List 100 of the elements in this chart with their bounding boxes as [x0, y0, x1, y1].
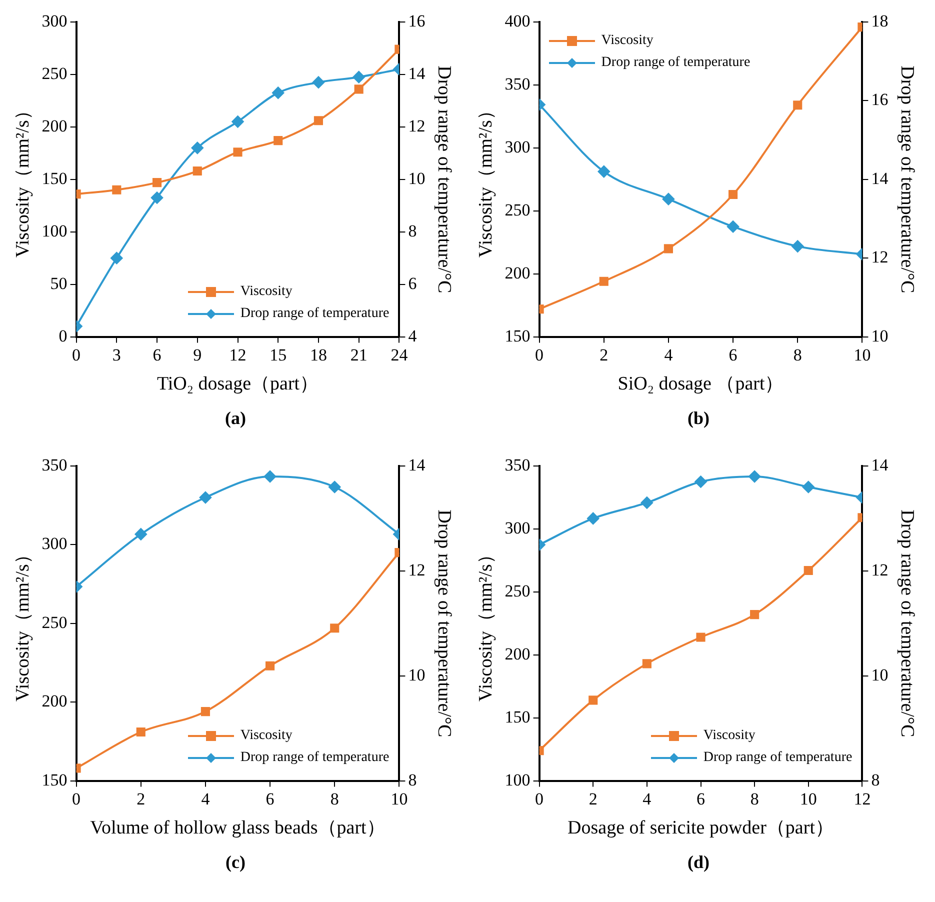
legend-label: Drop range of temperature	[240, 304, 390, 323]
text: (d)	[686, 852, 710, 873]
y2-tick-label: 8	[408, 770, 417, 790]
point	[804, 566, 813, 576]
legend-label: Drop range of temperature	[240, 748, 390, 767]
point	[136, 727, 146, 737]
y2-tick-label: 14	[871, 455, 889, 474]
y-tick-label: 300	[504, 518, 530, 538]
legend-label: Drop range of temperature	[601, 54, 750, 72]
y-tick-label: 200	[504, 263, 530, 282]
point	[264, 470, 276, 482]
point	[200, 707, 210, 716]
x-tick-label: 15	[270, 345, 287, 364]
y-tick-label: 300	[42, 11, 68, 30]
point	[152, 178, 162, 188]
point	[793, 100, 802, 110]
point	[642, 659, 652, 668]
y2-tick-label: 12	[871, 248, 888, 267]
point	[728, 190, 738, 200]
y2-tick-label: 8	[408, 221, 417, 240]
x-tick-label: 8	[750, 789, 759, 808]
point	[199, 491, 212, 504]
y2-axis-title: Drop range of temperature/°C	[434, 510, 455, 738]
y-tick-label: 250	[42, 612, 68, 632]
point	[802, 480, 814, 493]
y-tick-label: 350	[504, 455, 530, 474]
y-axis-title: Viscosity（mm²/s）	[12, 545, 34, 702]
y-tick-label: 350	[504, 74, 530, 94]
x-axis-title: Volume of hollow glass beads（part）	[90, 818, 386, 839]
x-axis-title: Dosage of sericite powder（part）	[568, 818, 834, 839]
x-tick-label: 18	[310, 345, 327, 364]
y-tick-label: 150	[504, 707, 530, 726]
y-tick-label: 400	[504, 11, 530, 30]
x-tick-label: 21	[350, 345, 368, 364]
point	[727, 220, 740, 233]
x-tick-label: 6	[152, 345, 162, 364]
y-tick-label: 50	[50, 274, 68, 293]
y-tick-label: 150	[42, 168, 68, 188]
y2-tick-label: 4	[408, 326, 418, 346]
y2-tick-label: 14	[871, 168, 889, 188]
x-tick-label: 2	[588, 789, 598, 808]
x-tick-label: 4	[664, 345, 674, 364]
y-tick-label: 250	[42, 64, 68, 83]
text: (b)	[686, 408, 710, 429]
point	[352, 71, 365, 84]
point	[151, 192, 164, 204]
x-tick-label: 12	[854, 789, 871, 808]
y2-axis-title: Drop range of temperature/°C	[896, 66, 918, 294]
x-tick-label: 8	[793, 345, 802, 364]
point	[191, 142, 204, 154]
y2-tick-label: 18	[871, 11, 888, 30]
x-tick-label: 4	[642, 789, 652, 808]
point	[232, 116, 244, 128]
point	[694, 476, 707, 488]
point	[354, 84, 364, 94]
y2-tick-label: 12	[408, 560, 426, 580]
x-tick-label: 2	[600, 345, 608, 364]
x-tick-label: 24	[390, 345, 408, 364]
point	[192, 166, 202, 176]
x-tick-label: 9	[193, 345, 202, 364]
y2-axis-title: Drop range of temperature/°C	[896, 510, 918, 738]
y-tick-label: 150	[42, 770, 68, 790]
point	[110, 252, 123, 264]
x-tick-label: 2	[136, 789, 146, 808]
point	[587, 512, 600, 524]
point	[664, 244, 673, 254]
point	[750, 610, 760, 620]
y-tick-label: 350	[42, 455, 68, 474]
point	[312, 76, 324, 88]
point	[274, 136, 283, 146]
legend-label: Viscosity	[240, 282, 292, 301]
x-tick-label: 6	[696, 789, 705, 808]
point	[662, 193, 674, 206]
x-tick-label: 3	[112, 345, 121, 364]
y-tick-label: 100	[504, 770, 530, 790]
point	[330, 624, 340, 633]
y-tick-label: 300	[504, 137, 530, 156]
y2-tick-label: 6	[408, 274, 417, 293]
y-tick-label: 100	[42, 221, 68, 240]
x-tick-label: 8	[330, 789, 339, 808]
point	[272, 86, 284, 99]
x-tick-label: 6	[266, 789, 274, 808]
y2-tick-label: 10	[408, 665, 426, 684]
legend-label: Viscosity	[601, 32, 654, 50]
y2-tick-label: 12	[871, 560, 888, 580]
y-tick-label: 250	[504, 581, 530, 600]
x-tick-label: 0	[72, 345, 81, 364]
x-tick-label: 10	[854, 345, 871, 364]
point	[599, 276, 608, 286]
y-tick-label: 200	[504, 644, 530, 664]
x-tick-label: 6	[728, 345, 738, 364]
x-tick-label: 0	[72, 789, 81, 808]
y-tick-label: 250	[504, 200, 530, 220]
point	[696, 632, 706, 642]
x-tick-label: 0	[535, 345, 544, 364]
y2-tick-label: 16	[408, 11, 426, 30]
x-tick-label: 10	[800, 789, 817, 808]
x-tick-label: 0	[535, 789, 544, 808]
y2-tick-label: 10	[408, 168, 426, 188]
y-tick-label: 200	[42, 116, 68, 136]
